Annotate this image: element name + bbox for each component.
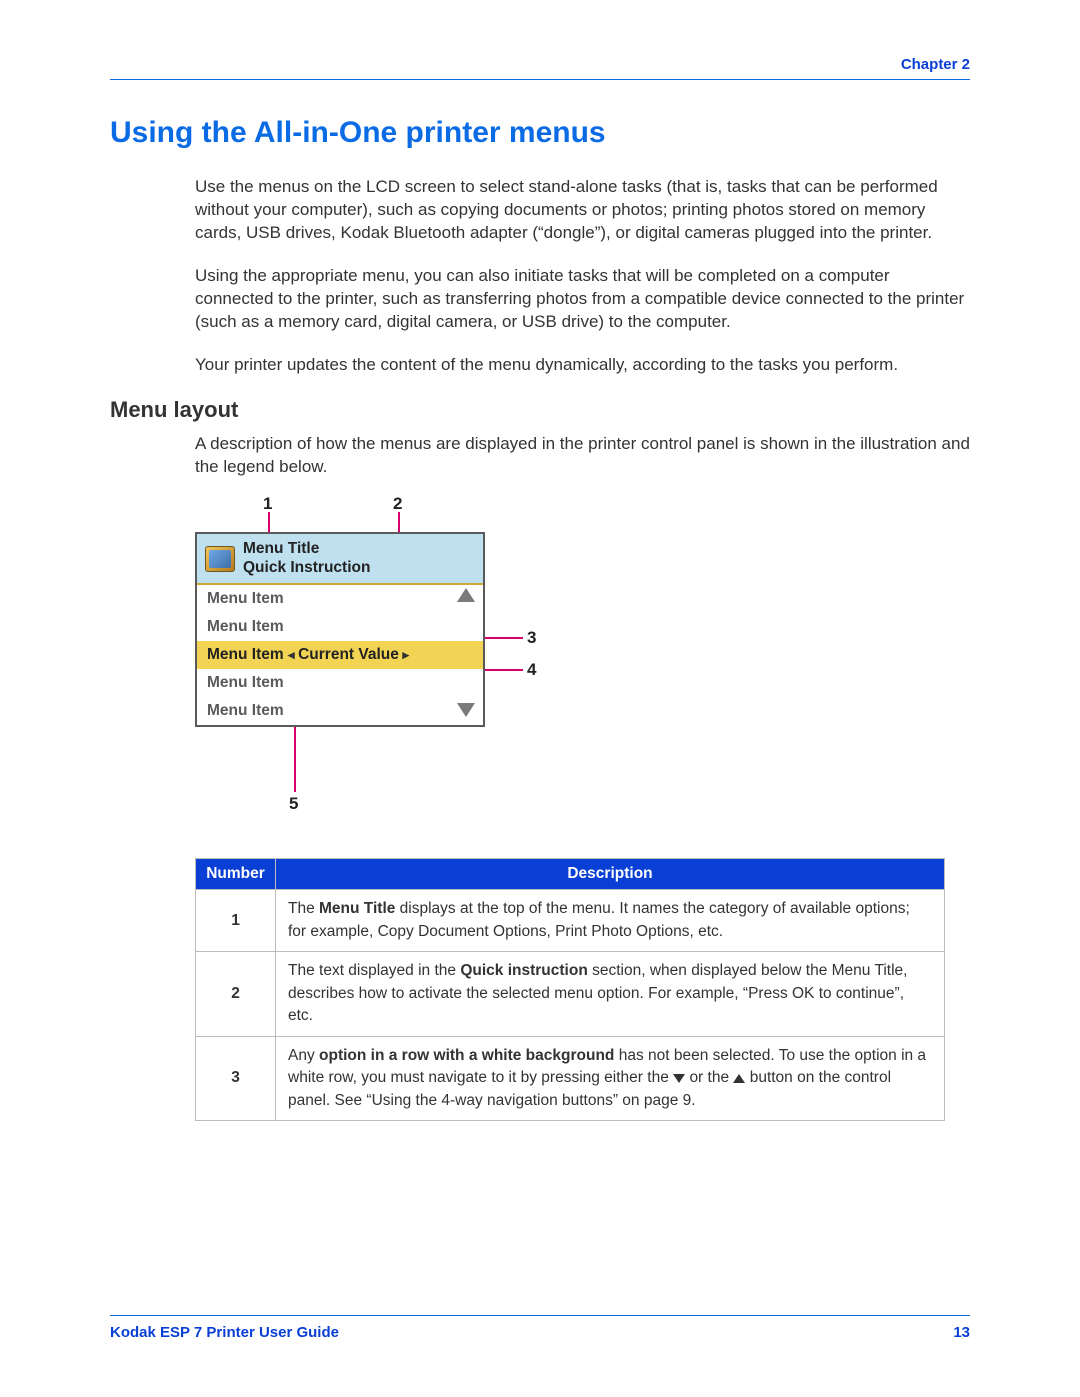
menu-item-label: Menu Item [207,646,284,663]
current-value: Current Value [298,646,399,663]
right-arrow-icon: ▸ [399,647,409,662]
subsection-p: A description of how the menus are displ… [195,433,970,479]
intro-p2: Using the appropriate menu, you can also… [195,265,970,334]
row-number: 2 [196,952,276,1036]
callout-3: 3 [527,628,536,648]
callout-5: 5 [289,794,298,814]
intro-p3: Your printer updates the content of the … [195,354,970,377]
th-number: Number [196,859,276,890]
text: or the [689,1069,733,1086]
text: The [288,900,319,917]
row-number: 3 [196,1036,276,1120]
legend-table: Number Description 1 The Menu Title disp… [195,858,945,1121]
footer-page-number: 13 [953,1324,970,1341]
text: The text displayed in the [288,962,460,979]
menu-title-bar: Menu Title Quick Instruction [197,534,483,585]
row-description: The Menu Title displays at the top of th… [276,890,945,952]
menu-item-selected: Menu Item ◂ Current Value ▸ [197,641,483,669]
up-arrow-icon [733,1074,745,1083]
menu-box: Menu Title Quick Instruction Menu Item M… [195,532,485,727]
intro-body: Use the menus on the LCD screen to selec… [195,176,970,377]
callout-1: 1 [263,494,272,514]
quick-instruction-text: Quick Instruction [243,559,370,577]
subsection-title: Menu layout [110,397,970,423]
callout-2: 2 [393,494,402,514]
bold-term: Quick instruction [460,962,587,979]
callout-4: 4 [527,660,536,680]
intro-p1: Use the menus on the LCD screen to selec… [195,176,970,245]
menu-item: Menu Item [197,697,483,725]
menu-item: Menu Item [197,613,483,641]
menu-title-text: Menu Title [243,540,370,559]
scroll-down-icon [457,703,475,717]
th-description: Description [276,859,945,890]
bold-term: Menu Title [319,900,395,917]
left-arrow-icon: ◂ [288,647,298,662]
section-title: Using the All-in-One printer menus [110,116,970,150]
table-row: 2 The text displayed in the Quick instru… [196,952,945,1036]
menu-item: Menu Item [197,585,483,613]
row-description: Any option in a row with a white backgro… [276,1036,945,1120]
photo-icon [205,546,235,572]
down-arrow-icon [673,1074,685,1083]
row-number: 1 [196,890,276,952]
menu-item: Menu Item [197,669,483,697]
menu-diagram: 1 2 3 4 5 Menu Title Quick Instruction M… [195,498,575,828]
chapter-header: Chapter 2 [110,56,970,80]
scroll-up-icon [457,588,475,602]
row-description: The text displayed in the Quick instruct… [276,952,945,1036]
page-footer: Kodak ESP 7 Printer User Guide 13 [110,1315,970,1341]
table-row: 3 Any option in a row with a white backg… [196,1036,945,1120]
bold-term: option in a row with a white background [319,1047,614,1064]
footer-guide-title: Kodak ESP 7 Printer User Guide [110,1324,339,1341]
subsection-body: A description of how the menus are displ… [195,433,970,479]
text: Any [288,1047,319,1064]
table-row: 1 The Menu Title displays at the top of … [196,890,945,952]
